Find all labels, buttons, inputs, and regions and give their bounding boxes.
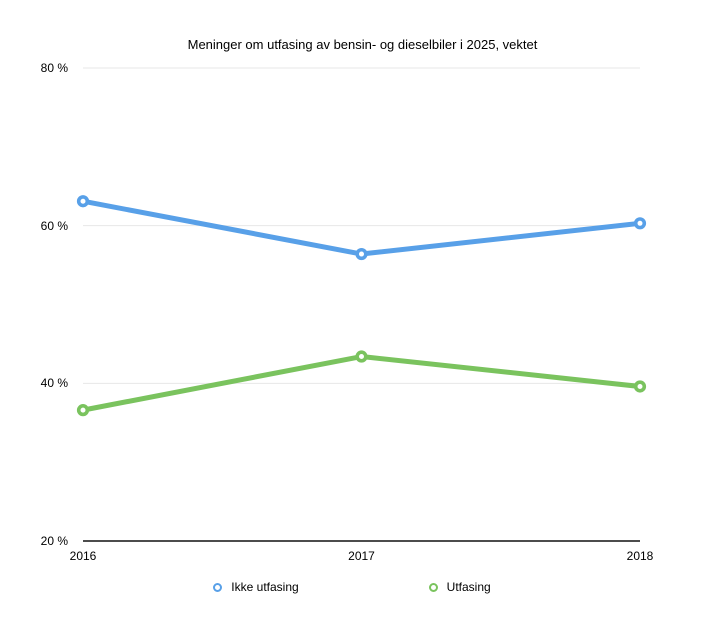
data-point-marker — [633, 380, 647, 393]
legend-item-ikke-utfasing[interactable]: Ikke utfasing — [213, 580, 299, 594]
y-axis-label: 60 % — [40, 218, 68, 233]
x-axis-label: 2016 — [69, 549, 97, 563]
data-point-marker — [76, 195, 90, 208]
legend-label: Ikke utfasing — [231, 580, 299, 594]
data-point-marker — [355, 247, 368, 261]
series-line-ikke-utfasing — [80, 198, 643, 257]
utfasing-marker-icon — [428, 582, 438, 592]
data-point-marker — [355, 350, 368, 363]
legend-item-utfasing[interactable]: Utfasing — [428, 580, 491, 594]
ikke-utfasing-marker-icon — [213, 582, 223, 592]
legend: Ikke utfasing Utfasing — [0, 580, 704, 594]
legend-label: Utfasing — [446, 580, 491, 594]
data-point-marker — [633, 217, 647, 230]
chart-title: Meninger om utfasing av bensin- og diese… — [187, 37, 538, 52]
y-axis-label: 40 % — [40, 376, 68, 391]
x-axis-label: 2017 — [348, 549, 375, 563]
y-axis-label: 80 % — [40, 61, 68, 75]
y-axis-label: 20 % — [40, 534, 68, 548]
data-point-marker — [76, 404, 90, 417]
x-axis-label: 2018 — [626, 549, 654, 563]
